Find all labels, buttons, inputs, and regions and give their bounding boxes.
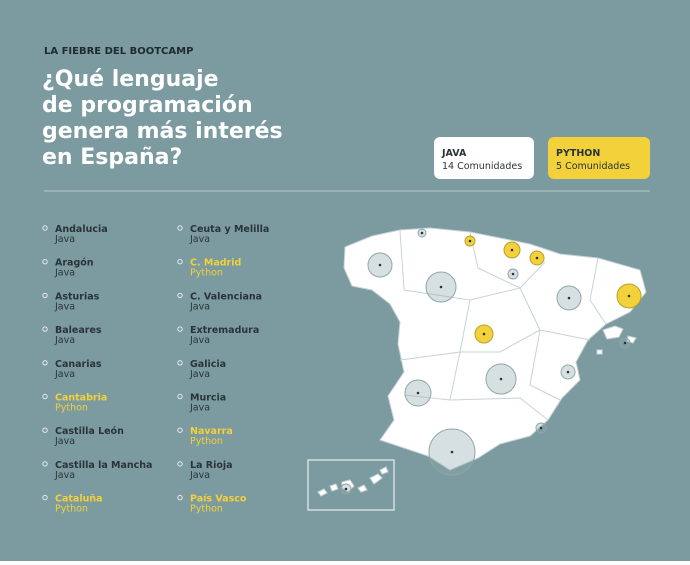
marker-dot xyxy=(539,426,543,430)
region-language: Java xyxy=(54,369,75,380)
title: ¿Qué lenguaje de programación genera más… xyxy=(42,67,283,170)
marker-dot xyxy=(535,256,539,260)
region-name: Aragón xyxy=(55,258,94,269)
bullet xyxy=(42,461,48,467)
legend-count: 5 Comunidades xyxy=(556,161,630,172)
marker-dot xyxy=(499,377,503,381)
region-language: Python xyxy=(190,268,223,279)
legend-java xyxy=(434,137,534,179)
title-line: genera más interés xyxy=(42,119,283,144)
bullet xyxy=(42,292,48,299)
region-name: Cataluña xyxy=(55,494,103,505)
bullet xyxy=(177,360,183,366)
region-language: Python xyxy=(190,436,223,447)
bullet xyxy=(42,427,48,433)
baleares xyxy=(596,325,637,355)
marker-dot xyxy=(510,248,514,252)
region-name: Baleares xyxy=(55,325,102,336)
region-language: Python xyxy=(55,403,88,414)
marker-dot xyxy=(482,332,486,336)
region-language: Java xyxy=(189,301,210,312)
bullet xyxy=(42,259,48,265)
marker-dot xyxy=(416,391,420,395)
region-language: Java xyxy=(189,470,210,481)
bullet xyxy=(42,326,48,332)
region-language: Java xyxy=(189,234,210,245)
region-name: Murcia xyxy=(190,393,226,404)
region-name: Navarra xyxy=(190,426,233,437)
bullet xyxy=(42,360,48,366)
region-name: Ceuta y Melilla xyxy=(190,224,269,235)
canarias-inset xyxy=(307,459,395,511)
region-name: Andalucia xyxy=(55,224,108,235)
bullet xyxy=(177,259,183,265)
bullet xyxy=(177,494,183,501)
legend-python xyxy=(548,137,650,179)
region-language: Java xyxy=(54,234,75,245)
region-name: C. Valenciana xyxy=(190,291,262,302)
marker-dot xyxy=(511,272,515,276)
region-borders xyxy=(399,230,607,421)
region-name: La Rioja xyxy=(190,460,233,471)
bullet xyxy=(177,461,183,467)
map-markers xyxy=(340,228,642,495)
bullet xyxy=(177,427,183,433)
region-language: Java xyxy=(189,335,210,346)
title-line: de programación xyxy=(42,93,253,118)
region-name: Castilla la Mancha xyxy=(55,460,152,471)
marker-dot xyxy=(378,263,382,267)
region-language: Java xyxy=(189,403,210,414)
region-name: País Vasco xyxy=(190,494,247,505)
region-language: Java xyxy=(189,369,210,380)
bullet xyxy=(42,494,48,501)
kicker: LA FIEBRE DEL BOOTCAMP xyxy=(44,46,193,57)
marker-dot xyxy=(468,239,472,243)
region-name: Cantabria xyxy=(55,393,107,404)
bullet xyxy=(42,225,48,231)
marker-dot xyxy=(439,285,443,289)
marker-dot xyxy=(567,296,571,300)
region-language: Java xyxy=(54,268,75,279)
marker-dot xyxy=(623,341,627,345)
region-name: Extremadura xyxy=(190,325,259,336)
region-language: Python xyxy=(55,504,88,515)
legend-label: JAVA xyxy=(441,148,467,159)
legend-count: 14 Comunidades xyxy=(442,161,522,172)
bullet xyxy=(177,326,183,332)
region-name: Galicia xyxy=(190,359,226,370)
bullet xyxy=(177,225,183,231)
marker-dot xyxy=(450,450,454,454)
region-name: C. Madrid xyxy=(190,258,241,269)
marker-dot xyxy=(420,231,424,235)
marker-dot xyxy=(344,487,348,491)
region-language: Java xyxy=(54,301,75,312)
marker-dot xyxy=(566,370,570,374)
title-line: ¿Qué lenguaje xyxy=(42,67,219,92)
legend-label: PYTHON xyxy=(556,148,600,159)
region-language: Java xyxy=(54,470,75,481)
region-list: AndaluciaJavaAragónJavaAsturiasJavaBalea… xyxy=(42,224,269,515)
region-name: Castilla León xyxy=(55,426,124,437)
bullet xyxy=(177,393,183,400)
map xyxy=(307,227,647,511)
marker-dot xyxy=(627,294,631,298)
region-name: Canarias xyxy=(55,359,102,370)
region-language: Java xyxy=(54,436,75,447)
region-language: Java xyxy=(54,335,75,346)
bullet xyxy=(42,393,48,400)
title-line: en España? xyxy=(42,145,182,170)
region-language: Python xyxy=(190,504,223,515)
region-name: Asturias xyxy=(55,291,100,302)
bullet xyxy=(177,292,183,299)
